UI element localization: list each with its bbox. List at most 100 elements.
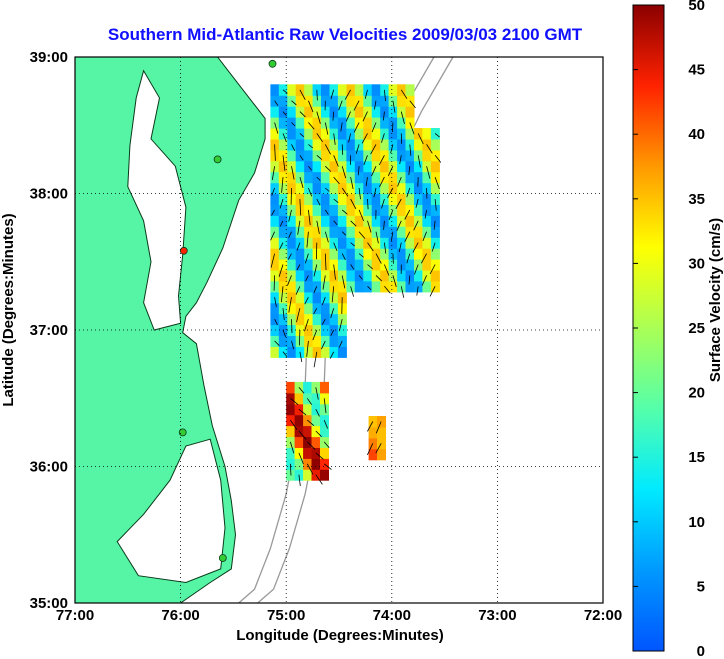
velocity-vector [315,430,322,437]
velocity-cell [388,84,398,96]
velocity-vector [316,89,318,101]
velocity-vector [341,187,349,197]
velocity-vector [417,155,421,168]
velocity-cell [388,237,398,249]
velocity-vector [333,242,338,251]
velocity-vector [429,286,436,297]
velocity-cell [363,226,373,238]
velocity-cell [278,335,288,347]
velocity-vector [323,398,327,414]
velocity-cell [388,171,398,184]
velocity-cell [286,425,296,438]
velocity-cell [329,346,339,358]
velocity-vector [316,220,320,234]
grid-lines [75,57,603,603]
velocity-vector [397,176,402,187]
velocity-cell [363,117,373,129]
velocity-cell [278,269,288,282]
velocity-vector [396,220,402,231]
velocity-cell [287,84,297,96]
velocity-vector [274,297,277,308]
velocity-vector [296,264,301,271]
velocity-cell [422,237,432,249]
velocity-cell [304,324,314,336]
velocity-cell [405,215,415,227]
velocity-vector [381,198,385,209]
x-tick-label: 76:00 [161,607,199,624]
velocity-cell [294,458,304,470]
velocity-cell [337,149,347,162]
velocity-cell [329,95,339,107]
velocity-cell [337,106,347,118]
velocity-vector [271,209,275,216]
velocity-vector [323,441,330,449]
velocity-cell [321,106,330,118]
velocity-vector [313,286,318,293]
y-tick-label: 37:00 [30,322,68,339]
velocity-vector [332,111,335,121]
velocity-cell [321,324,330,336]
velocity-vector [315,452,324,460]
velocity-vector [307,419,315,427]
velocity-vector [434,155,442,163]
velocity-vector [358,253,364,258]
velocity-vector [392,100,396,113]
velocity-vector [298,452,304,465]
velocity-cell [312,182,322,195]
velocity-cell [337,302,347,315]
velocity-vector [297,220,301,235]
velocity-vector [375,421,382,434]
velocity-cell [278,160,288,173]
velocity-vector [421,275,427,286]
velocity-cell [287,302,297,315]
velocity-cell [295,182,305,195]
velocity-cell [388,280,398,293]
velocity-vectors [270,89,442,487]
velocity-vector [370,144,377,155]
velocity-cell [294,436,304,448]
velocity-cell [312,226,322,238]
velocity-vector [290,441,295,454]
velocity-cell [287,226,297,238]
velocity-cell [368,448,378,461]
velocity-vector [282,111,287,116]
colorbar-tick-label: 45 [688,62,705,79]
velocity-vector [308,144,314,149]
velocity-vector [305,253,309,264]
velocity-vector [316,176,321,181]
velocity-vector [305,275,309,282]
velocity-cell [304,171,314,184]
velocity-cell [337,171,347,184]
velocity-cell [270,324,280,336]
velocity-vector [338,340,343,348]
velocity-vector [390,144,394,154]
velocity-cell [346,138,356,151]
velocity-vector [353,122,360,133]
velocity-vector [298,408,307,416]
velocity-cell [321,84,330,96]
velocity-cell [380,248,390,260]
velocity-cell [354,259,364,271]
velocity-cell [414,204,423,216]
velocity-cell [270,280,280,293]
x-axis-label: Longitude (Degrees:Minutes) [236,627,444,644]
velocity-cell [320,469,329,481]
velocity-cell [414,160,423,173]
velocity-cell [294,392,304,405]
velocity-vector [350,177,354,189]
velocity-vector [355,144,360,154]
velocity-vector [287,275,292,286]
velocity-cell [380,182,390,195]
velocity-vector [291,100,297,106]
velocity-vector [381,133,385,143]
velocity-vector [367,242,374,252]
velocity-cell [329,160,339,173]
velocity-cell [337,193,347,205]
velocity-cell [304,291,314,304]
velocity-vector [375,253,382,264]
velocity-vector [279,242,284,250]
velocity-vector [324,253,327,271]
velocity-vector [333,176,340,185]
velocity-cell [354,149,364,162]
